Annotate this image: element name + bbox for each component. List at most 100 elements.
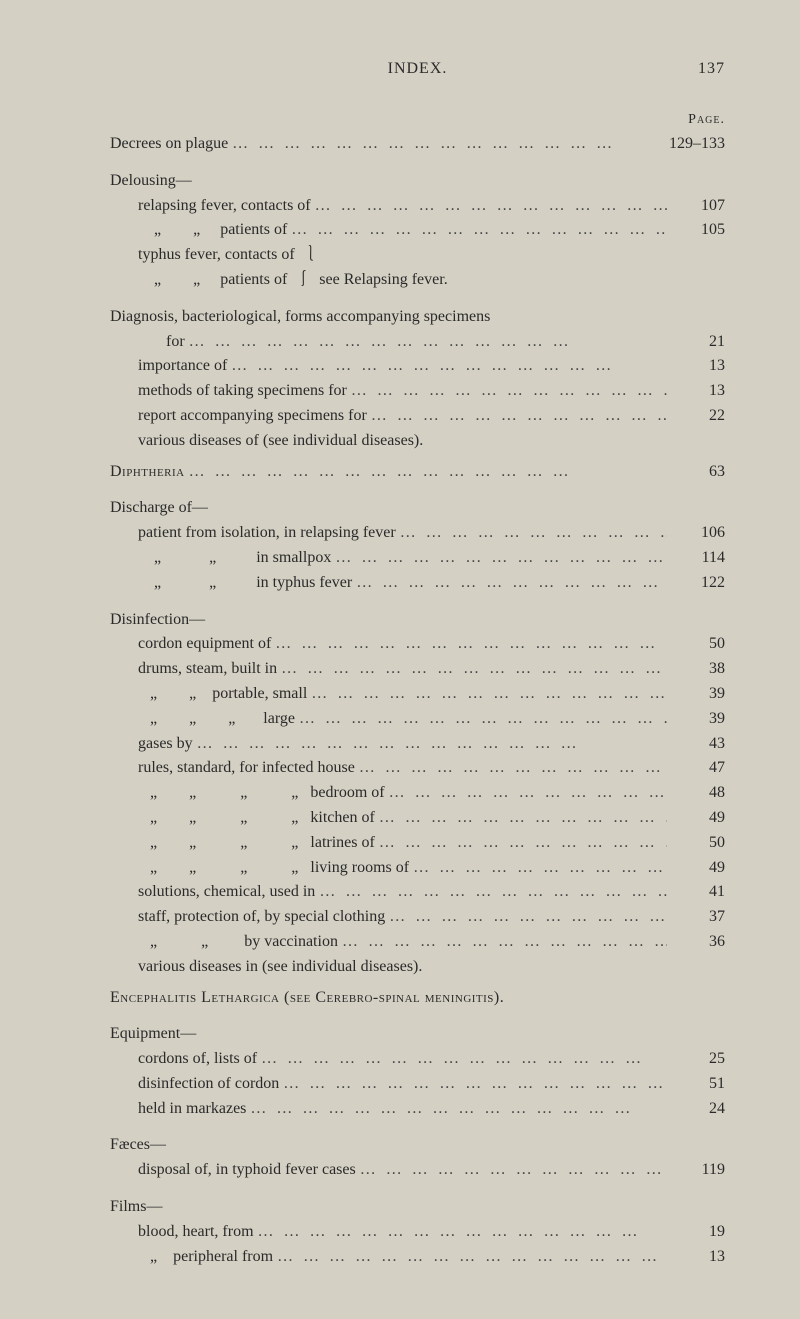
index-entry: gases by… … … … … … … … … … … … … … …43 — [110, 732, 725, 757]
index-entry: solutions, chemical, used in… … … … … … … — [110, 880, 725, 905]
leader-dots: … … … … … … … … … … … … … … … — [355, 756, 667, 781]
index-section-head: Films— — [110, 1195, 725, 1220]
index-section-head: Discharge of— — [110, 496, 725, 521]
index-entry: cordon equipment of… … … … … … … … … … …… — [110, 632, 725, 657]
index-entry-label: „ „ in smallpox — [138, 546, 331, 571]
index-entry-label: relapsing fever, contacts of — [138, 194, 311, 219]
index-section-head: Equipment— — [110, 1022, 725, 1047]
index-entry: patient from isolation, in relapsing fev… — [110, 521, 725, 546]
index-entry: „ „ by vaccination… … … … … … … … … … … … — [110, 930, 725, 955]
index-entry-label: rules, standard, for infected house — [138, 756, 355, 781]
header-title: INDEX. — [160, 60, 675, 78]
leader-dots: … … … … … … … … … … … … … … … — [193, 732, 667, 757]
leader-dots: … … … … … … … … … … … … … … … — [273, 1245, 667, 1270]
index-entry: „ „ „ large… … … … … … … … … … … … … … …… — [110, 707, 725, 732]
index-entry-page: 25 — [667, 1047, 725, 1072]
index-entry: rules, standard, for infected house… … …… — [110, 756, 725, 781]
index-entry-label: various diseases in (see individual dise… — [138, 955, 422, 980]
index-entry: disinfection of cordon… … … … … … … … … … — [110, 1072, 725, 1097]
index-entry-label: blood, heart, from — [138, 1220, 254, 1245]
index-plain-line: various diseases of (see individual dise… — [110, 429, 725, 454]
index-entry-page: 13 — [667, 1245, 725, 1270]
leader-dots: … … … … … … … … … … … … … … … — [277, 657, 667, 682]
index-entry: report accompanying specimens for… … … …… — [110, 404, 725, 429]
index-entry-page: 49 — [667, 856, 725, 881]
index-plain-line: „ „ patients of ⎰ see Relapsing fever. — [110, 268, 725, 293]
index-entry-label: „ „ in typhus fever — [138, 571, 352, 596]
index-entry-page: 49 — [667, 806, 725, 831]
index-entry: „ „ „ „ latrines of… … … … … … … … … … …… — [110, 831, 725, 856]
index-entry-page: 41 — [667, 880, 725, 905]
leader-dots: … … … … … … … … … … … … … … … — [279, 1072, 667, 1097]
index-entry-page: 50 — [667, 831, 725, 856]
index-entry-label: report accompanying specimens for — [138, 404, 367, 429]
index-entry-page: 13 — [667, 354, 725, 379]
index-entry-page: 39 — [667, 682, 725, 707]
gap — [110, 484, 725, 490]
index-entry-label: gases by — [138, 732, 193, 757]
index-entry-label: „ „ „ „ latrines of — [138, 831, 375, 856]
gap — [110, 1010, 725, 1016]
index-entry: „ peripheral from… … … … … … … … … … … …… — [110, 1245, 725, 1270]
index-entry-label: cordon equipment of — [138, 632, 271, 657]
index-entry-label: patient from isolation, in relapsing fev… — [138, 521, 396, 546]
leader-dots: … … … … … … … … … … … … … … … — [331, 546, 667, 571]
index-entry: Diphtheria… … … … … … … … … … … … … … …6… — [110, 460, 725, 485]
index-entry: drums, steam, built in… … … … … … … … … … — [110, 657, 725, 682]
index-entry-label: Decrees on plague — [110, 132, 228, 157]
page: INDEX. 137 Page. Decrees on plague… … … … — [0, 0, 800, 1319]
leader-dots: … … … … … … … … … … … … … … … — [185, 330, 667, 355]
leader-dots: … … … … … … … … … … … … … … … — [396, 521, 667, 546]
index-entry: Decrees on plague… … … … … … … … … … … …… — [110, 132, 725, 157]
index-entry-label: „ peripheral from — [138, 1245, 273, 1270]
index-entry-label: Encephalitis Lethargica (see Cerebro-spi… — [110, 986, 504, 1011]
index-entry-label: „ „ patients of ⎰ see Relapsing fever. — [138, 268, 448, 293]
leader-dots: … … … … … … … … … … … … … … … — [385, 781, 667, 806]
index-entry: for… … … … … … … … … … … … … … …21 — [110, 330, 725, 355]
gap — [110, 1183, 725, 1189]
leader-dots: … … … … … … … … … … … … … … … — [185, 460, 667, 485]
index-entry-label: various diseases of (see individual dise… — [138, 429, 423, 454]
index-entry-page: 107 — [667, 194, 725, 219]
index-entry: „ „ in smallpox… … … … … … … … … … … … …… — [110, 546, 725, 571]
index-entry-page: 37 — [667, 905, 725, 930]
leader-dots: … … … … … … … … … … … … … … … — [227, 354, 667, 379]
index-section-head: Disinfection— — [110, 608, 725, 633]
index-entry-page: 106 — [667, 521, 725, 546]
index-entry-label: „ „ „ large — [138, 707, 295, 732]
page-column-label: Page. — [110, 112, 725, 128]
index-entry: importance of… … … … … … … … … … … … … …… — [110, 354, 725, 379]
index-entry: „ „ „ „ kitchen of… … … … … … … … … … … … — [110, 806, 725, 831]
index-entry-page: 105 — [667, 218, 725, 243]
index-entry-page: 43 — [667, 732, 725, 757]
index-entry-label: „ „ „ „ bedroom of — [138, 781, 385, 806]
leader-dots: … … … … … … … … … … … … … … … — [246, 1097, 667, 1122]
leader-dots: … … … … … … … … … … … … … … … — [315, 880, 667, 905]
index-entry-page: 22 — [667, 404, 725, 429]
index-entry: held in markazes… … … … … … … … … … … … … — [110, 1097, 725, 1122]
index-entry-label: cordons of, lists of — [138, 1047, 257, 1072]
index-entry-page: 63 — [667, 460, 725, 485]
index-entry-label: Diphtheria — [110, 460, 185, 485]
leader-dots: … … … … … … … … … … … … … … … — [287, 218, 667, 243]
index-entry-label: „ „ „ „ living rooms of — [138, 856, 409, 881]
leader-dots: … … … … … … … … … … … … … … … — [228, 132, 667, 157]
index-entry-page: 36 — [667, 930, 725, 955]
index-entry: methods of taking specimens for… … … … …… — [110, 379, 725, 404]
leader-dots: … … … … … … … … … … … … … … … — [409, 856, 667, 881]
index-entry-page: 19 — [667, 1220, 725, 1245]
index-entry-label: held in markazes — [138, 1097, 246, 1122]
index-entry-page: 21 — [667, 330, 725, 355]
leader-dots: … … … … … … … … … … … … … … … — [375, 831, 667, 856]
index-section-head: Fæces— — [110, 1133, 725, 1158]
index-entry: blood, heart, from… … … … … … … … … … … … — [110, 1220, 725, 1245]
index-entry-label: importance of — [138, 354, 227, 379]
leader-dots: … … … … … … … … … … … … … … … — [347, 379, 667, 404]
index-entry-page: 114 — [667, 546, 725, 571]
leader-dots: … … … … … … … … … … … … … … … — [307, 682, 667, 707]
leader-dots: … … … … … … … … … … … … … … … — [271, 632, 667, 657]
index-entry: „ „ „ „ bedroom of… … … … … … … … … … … … — [110, 781, 725, 806]
leader-dots: … … … … … … … … … … … … … … … — [338, 930, 667, 955]
index-plain-line: typhus fever, contacts of ⎱ — [110, 243, 725, 268]
index-entry-label: typhus fever, contacts of ⎱ — [138, 243, 319, 268]
